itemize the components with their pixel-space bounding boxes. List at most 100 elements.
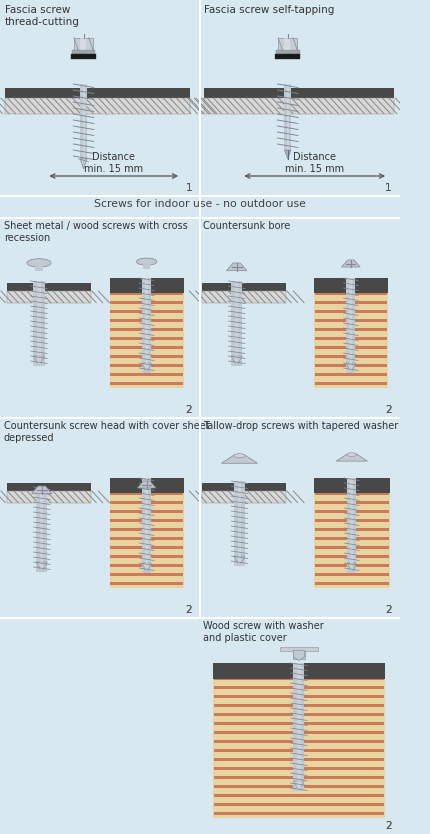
Bar bbox=[145, 478, 147, 573]
Text: 1: 1 bbox=[384, 183, 391, 193]
Bar bbox=[109, 278, 183, 388]
Bar bbox=[314, 346, 386, 349]
Bar bbox=[214, 794, 384, 797]
Text: Sheet metal / wood screws with cross
recession: Sheet metal / wood screws with cross rec… bbox=[4, 221, 187, 243]
Bar bbox=[110, 582, 182, 585]
Text: 2: 2 bbox=[185, 405, 192, 415]
Bar bbox=[345, 278, 355, 373]
Text: 2: 2 bbox=[384, 821, 391, 831]
Bar bbox=[110, 355, 182, 358]
Bar bbox=[214, 731, 384, 734]
Bar bbox=[314, 310, 386, 313]
Bar bbox=[214, 704, 384, 707]
Bar bbox=[279, 647, 317, 651]
Bar bbox=[314, 555, 388, 558]
Text: Distance
min. 15 mm: Distance min. 15 mm bbox=[284, 153, 344, 174]
Polygon shape bbox=[284, 150, 290, 159]
Text: 2: 2 bbox=[384, 605, 391, 615]
Bar bbox=[110, 492, 182, 495]
Bar bbox=[202, 283, 285, 290]
Bar bbox=[110, 292, 182, 295]
Text: 2: 2 bbox=[185, 605, 192, 615]
Bar bbox=[110, 337, 182, 340]
Polygon shape bbox=[141, 363, 151, 373]
Bar bbox=[275, 50, 299, 53]
Bar bbox=[110, 301, 182, 304]
Bar bbox=[5, 98, 190, 114]
Text: Fascia screw self-tapping: Fascia screw self-tapping bbox=[204, 5, 334, 15]
Polygon shape bbox=[292, 651, 304, 661]
Text: Distance
min. 15 mm: Distance min. 15 mm bbox=[83, 153, 142, 174]
Bar bbox=[5, 98, 190, 114]
Bar bbox=[214, 785, 384, 788]
Bar bbox=[213, 663, 384, 679]
Ellipse shape bbox=[233, 454, 245, 458]
Ellipse shape bbox=[346, 453, 356, 456]
Bar bbox=[7, 483, 91, 490]
Bar bbox=[214, 767, 384, 770]
Polygon shape bbox=[226, 263, 246, 271]
Text: 2: 2 bbox=[185, 405, 192, 415]
Bar bbox=[214, 749, 384, 752]
Bar bbox=[314, 355, 386, 358]
Bar bbox=[349, 278, 351, 373]
Bar bbox=[314, 492, 388, 495]
Bar bbox=[40, 487, 43, 572]
Ellipse shape bbox=[136, 258, 157, 265]
Bar bbox=[7, 490, 91, 503]
Text: Screws for indoor use - no outdoor use: Screws for indoor use - no outdoor use bbox=[93, 199, 305, 209]
Bar bbox=[350, 478, 352, 573]
Bar bbox=[204, 98, 393, 114]
Polygon shape bbox=[36, 562, 47, 572]
Bar bbox=[313, 278, 387, 388]
Polygon shape bbox=[31, 486, 52, 494]
Bar bbox=[230, 281, 242, 366]
Bar bbox=[214, 812, 384, 815]
Bar bbox=[5, 88, 190, 98]
Bar bbox=[214, 686, 384, 689]
Bar bbox=[214, 803, 384, 806]
Polygon shape bbox=[34, 356, 44, 366]
Polygon shape bbox=[137, 481, 156, 488]
Polygon shape bbox=[293, 781, 304, 791]
Bar bbox=[314, 573, 388, 576]
Bar bbox=[314, 483, 388, 486]
Bar bbox=[314, 382, 386, 385]
Bar bbox=[314, 364, 386, 367]
Bar bbox=[292, 651, 304, 660]
Bar bbox=[214, 740, 384, 743]
Bar bbox=[314, 528, 388, 531]
Text: 2: 2 bbox=[384, 821, 391, 831]
Bar bbox=[110, 537, 182, 540]
Text: Fascia screw
thread-cutting: Fascia screw thread-cutting bbox=[5, 5, 79, 27]
Text: 2: 2 bbox=[384, 405, 391, 415]
Bar bbox=[110, 546, 182, 549]
Bar bbox=[284, 84, 290, 150]
Bar bbox=[314, 564, 388, 567]
Bar bbox=[74, 38, 93, 50]
Bar bbox=[277, 38, 297, 50]
Text: Wood screw with washer
and plastic cover: Wood screw with washer and plastic cover bbox=[203, 621, 323, 643]
Bar bbox=[109, 278, 183, 293]
Bar bbox=[110, 328, 182, 331]
Bar bbox=[110, 519, 182, 522]
Bar bbox=[202, 490, 285, 503]
Bar bbox=[202, 490, 285, 503]
Bar bbox=[110, 319, 182, 322]
Bar bbox=[110, 283, 182, 286]
Bar bbox=[110, 382, 182, 385]
Bar bbox=[80, 38, 86, 50]
Bar bbox=[313, 478, 389, 493]
Bar bbox=[7, 283, 91, 290]
Bar bbox=[213, 663, 384, 818]
Bar bbox=[283, 38, 289, 50]
Bar bbox=[141, 278, 151, 373]
Bar bbox=[110, 573, 182, 576]
Bar bbox=[314, 301, 386, 304]
Bar bbox=[314, 328, 386, 331]
Bar bbox=[314, 582, 388, 585]
Bar bbox=[314, 519, 388, 522]
Bar bbox=[214, 713, 384, 716]
Bar bbox=[110, 364, 182, 367]
Text: 1: 1 bbox=[185, 183, 192, 193]
